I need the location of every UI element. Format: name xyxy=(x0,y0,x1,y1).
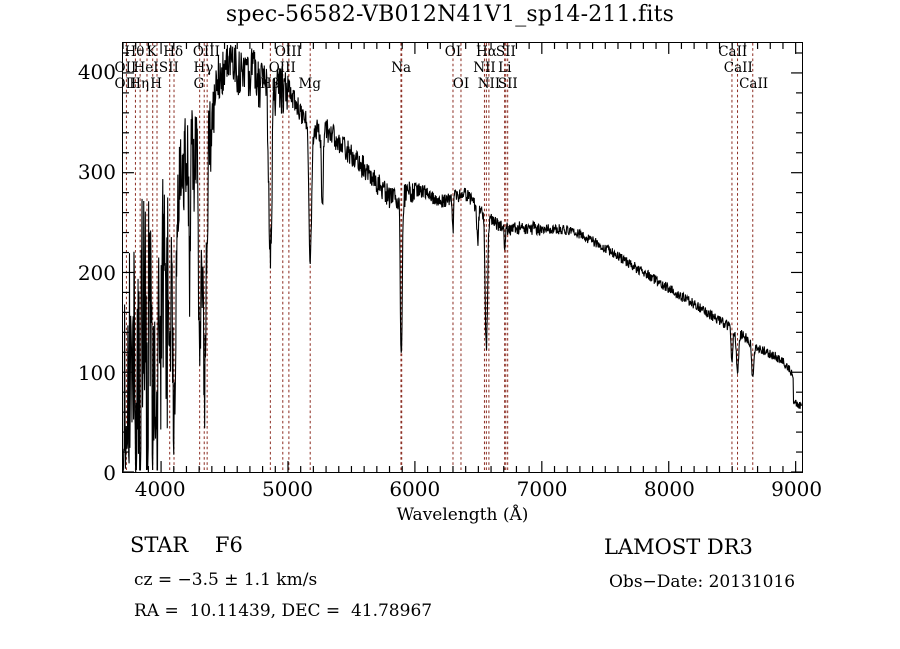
redshift-velocity-text: cz = −3.5 ± 1.1 km/s xyxy=(134,570,318,590)
x-tick-label: 8000 xyxy=(643,477,695,501)
axis-inner-ticks xyxy=(123,43,802,472)
x-axis-ticks: 4000 5000 6000 7000 8000 9000 xyxy=(122,477,822,503)
observation-date-text: Obs−Date: 20131016 xyxy=(609,572,796,592)
x-tick-label: 9000 xyxy=(771,477,823,501)
y-tick-label: 100 xyxy=(77,360,116,385)
survey-name-text: LAMOST DR3 xyxy=(604,535,753,559)
spectrum-plot xyxy=(122,42,803,473)
y-tick-label: 400 xyxy=(77,60,116,85)
line-marker-group xyxy=(125,43,754,472)
y-axis-ticks: 0 100 200 300 400 xyxy=(52,42,116,485)
y-tick-label: 300 xyxy=(77,160,116,185)
x-tick-label: 4000 xyxy=(134,477,186,501)
object-class-text: STAR F6 xyxy=(130,533,243,557)
x-axis-label: Wavelength (Å) xyxy=(396,505,529,525)
spectrum-curve xyxy=(123,44,802,471)
x-tick-label: 5000 xyxy=(262,477,313,501)
y-tick-label: 0 xyxy=(103,461,116,485)
spectrum-svg xyxy=(123,43,802,472)
y-tick-label: 200 xyxy=(77,260,116,285)
x-tick-label: 6000 xyxy=(389,477,441,501)
x-tick-label: 7000 xyxy=(516,477,568,501)
coordinates-text: RA = 10.11439, DEC = 41.78967 xyxy=(134,601,433,621)
page-title: spec-56582-VB012N41V1_sp14-211.fits xyxy=(225,2,675,27)
